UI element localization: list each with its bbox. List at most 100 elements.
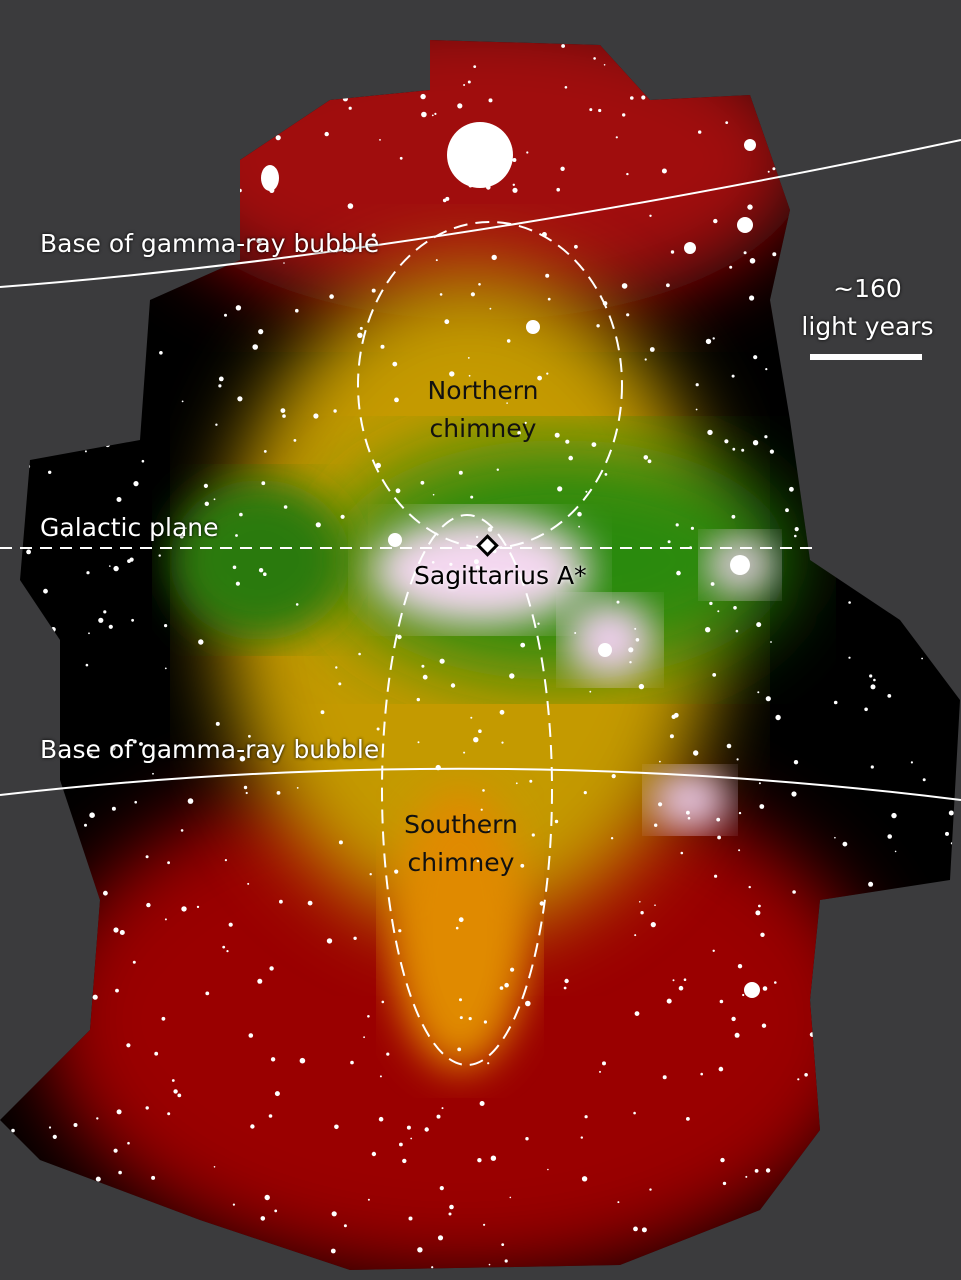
point-source (649, 214, 652, 217)
point-source (416, 697, 420, 702)
point-source (239, 512, 243, 517)
point-source (320, 710, 325, 715)
point-source (107, 419, 110, 421)
point-source (640, 911, 644, 915)
point-source (547, 297, 551, 301)
point-source (72, 139, 75, 142)
point-source (180, 829, 184, 832)
point-source (769, 449, 775, 454)
point-source (489, 13, 492, 16)
point-source (379, 139, 381, 141)
point-source (658, 802, 663, 807)
point-source (659, 760, 661, 763)
point-source (11, 1128, 15, 1133)
point-source (164, 918, 167, 921)
point-source (815, 40, 818, 41)
point-source (669, 734, 674, 739)
point-source (103, 890, 108, 896)
point-source (564, 86, 568, 89)
point-source (235, 581, 240, 586)
point-source (79, 207, 84, 211)
point-source (475, 565, 480, 570)
point-source (557, 486, 563, 492)
point-source (719, 999, 724, 1004)
point-source (445, 196, 450, 201)
point-source (17, 434, 20, 437)
point-source (178, 82, 183, 87)
point-source (577, 511, 582, 517)
point-source (490, 1155, 497, 1161)
point-source (85, 663, 89, 667)
point-source (151, 1175, 156, 1180)
point-source (136, 186, 140, 190)
point-source (647, 459, 652, 464)
point-source (181, 400, 184, 403)
point-source (307, 900, 313, 906)
point-source (467, 357, 470, 359)
point-source (468, 374, 471, 377)
point-source (947, 383, 951, 388)
point-source (392, 361, 398, 367)
point-source (804, 1073, 808, 1077)
point-source (722, 1181, 727, 1186)
point-source (224, 313, 227, 317)
point-source (205, 991, 210, 996)
point-source (110, 745, 116, 751)
point-source (0, 400, 3, 406)
point-source (168, 89, 172, 92)
point-source (26, 549, 31, 555)
point-source (748, 885, 751, 889)
point-source (735, 629, 739, 633)
point-source (731, 374, 735, 378)
point-source (149, 1225, 155, 1231)
point-source (690, 526, 695, 530)
point-source (144, 41, 148, 45)
point-source (581, 1176, 588, 1182)
point-source (296, 787, 299, 789)
point-source (283, 262, 285, 264)
gamma-bubble-south-label: Base of gamma-ray bubble (40, 735, 380, 764)
point-source (4, 458, 9, 463)
point-source (738, 849, 741, 852)
point-source (1, 1250, 6, 1255)
point-source (113, 927, 119, 933)
point-source (825, 1031, 828, 1034)
point-source (741, 448, 745, 452)
point-source (379, 1075, 382, 1078)
point-source (258, 329, 264, 335)
point-source (203, 483, 208, 488)
point-source (39, 414, 43, 418)
point-source (563, 986, 567, 990)
point-source (159, 351, 163, 355)
point-source (506, 339, 511, 343)
point-source (512, 158, 517, 162)
point-source (827, 111, 830, 114)
point-source (90, 936, 93, 940)
point-source (795, 1238, 799, 1241)
point-source (213, 498, 216, 501)
point-source (478, 283, 481, 286)
point-source (195, 1253, 201, 1259)
point-source (436, 1114, 441, 1119)
point-source (473, 65, 477, 68)
point-source (748, 77, 751, 80)
point-source (712, 673, 717, 677)
point-source (295, 308, 299, 313)
point-source (707, 429, 713, 436)
point-source (676, 570, 681, 576)
point-source (758, 782, 761, 785)
point-source (843, 549, 846, 552)
point-source (794, 534, 797, 538)
point-source (695, 383, 699, 387)
point-source (772, 167, 776, 171)
point-source (929, 198, 933, 203)
point-source (21, 412, 25, 416)
point-source (250, 120, 254, 124)
point-source (419, 573, 423, 577)
point-source (232, 565, 237, 570)
scale-value: ~160 (833, 274, 902, 303)
point-source (255, 7, 260, 12)
point-source (31, 708, 34, 710)
point-source (506, 402, 508, 404)
point-source (108, 624, 113, 629)
